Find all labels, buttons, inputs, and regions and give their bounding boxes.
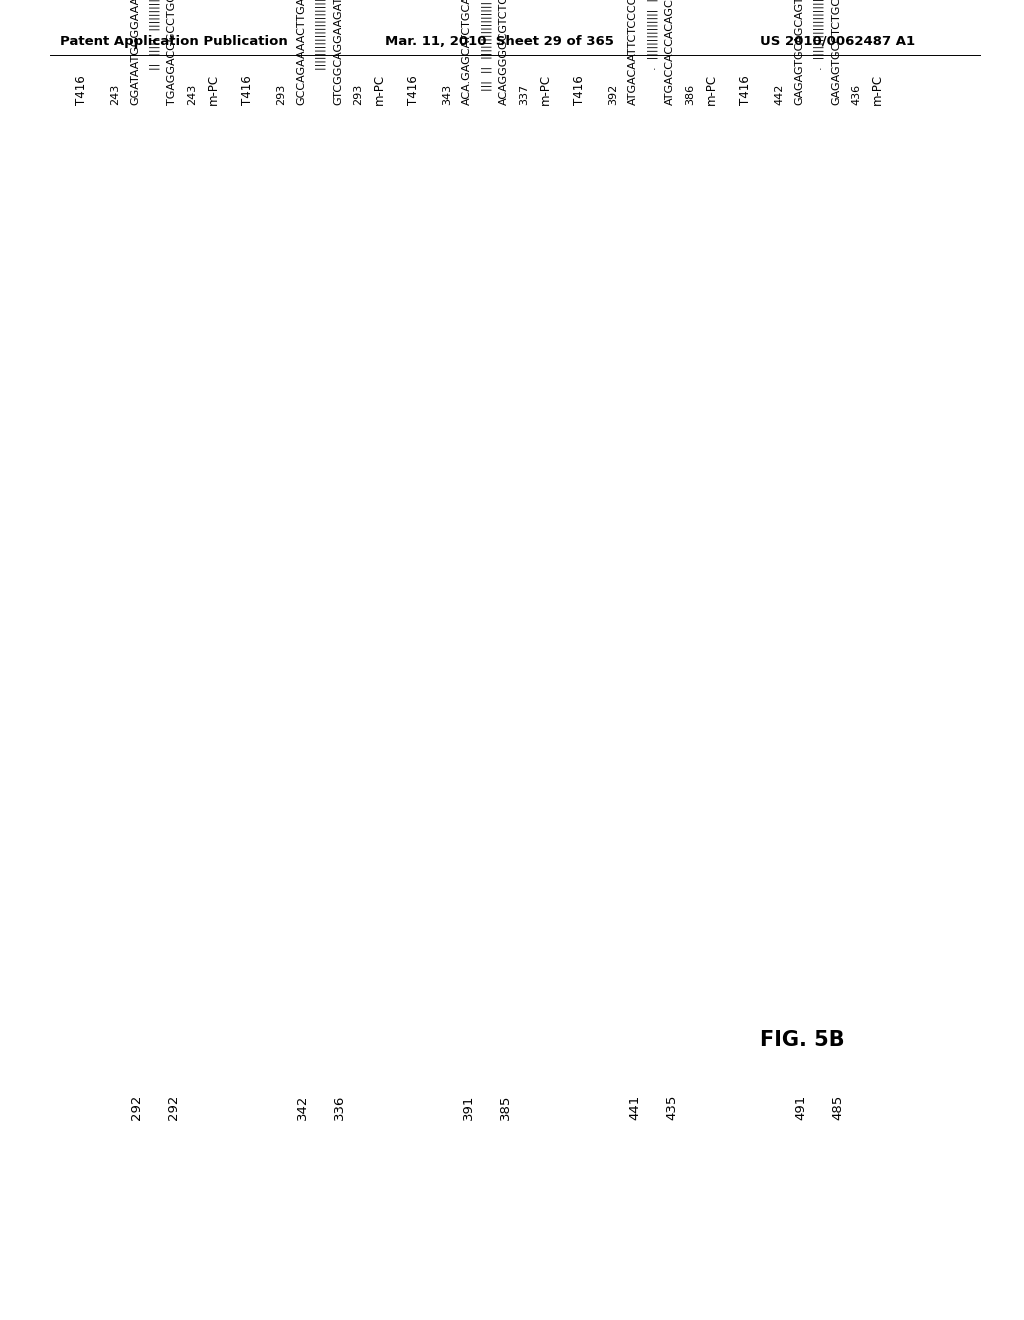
Text: ||  |||||  ||||||||||||  ||  |||  ||  ||: || ||||| |||||||||||| || ||| || || bbox=[150, 0, 161, 106]
Text: 391: 391 bbox=[462, 1096, 475, 1121]
Text: T416: T416 bbox=[739, 75, 752, 106]
Text: 243: 243 bbox=[110, 83, 120, 106]
Text: TGAGGACGGCCTGCTCAGCCGGCTGGATCGGGAGAAGCTAT: TGAGGACGGCCTGCTCAGCCGGCTGGATCGGGAGAAGCTA… bbox=[167, 0, 177, 106]
Text: GCCAGAAAACTTGAACTTTCCATAGAGTTTGATCACTCTACCC: GCCAGAAAACTTGAACTTTCCATAGAGTTTGATCACTCTA… bbox=[296, 0, 306, 106]
Text: GGATAATGGGGAAATCAGCATAGGGGCTACAATTGACCGTGAACTGT: GGATAATGGGGAAATCAGCATAGGGGCTACAATTGACCGT… bbox=[130, 0, 140, 106]
Text: 293: 293 bbox=[353, 83, 362, 106]
Text: 293: 293 bbox=[276, 83, 286, 106]
Text: 343: 343 bbox=[442, 84, 452, 106]
Text: 385: 385 bbox=[499, 1096, 512, 1121]
Text: ACA.GAGCATCTGCAGCTTTCCATATTGAAGTGCTGGATATTA: ACA.GAGCATCTGCAGCTTTCCATATTGAAGTGCTGGATA… bbox=[462, 0, 472, 106]
Text: GAGAGTGCCTCTGCACACACGAATCCCCCTTGGACAGAGCTCTTGACCA: GAGAGTGCCTCTGCACACACGAATCCCCCTTGGACAGAGC… bbox=[831, 0, 841, 106]
Text: Patent Application Publication: Patent Application Publication bbox=[60, 36, 288, 48]
Text: |||  ||  ||||||||||||||||  ||  ||||||||||||: ||| || |||||||||||||||| || |||||||||||| bbox=[482, 0, 493, 106]
Text: T416: T416 bbox=[241, 75, 254, 106]
Text: 337: 337 bbox=[519, 84, 529, 106]
Text: m-PC: m-PC bbox=[871, 74, 884, 106]
Text: .  ||||||||||||||||||||||||||||||||||||: . |||||||||||||||||||||||||||||||||||| bbox=[814, 0, 824, 106]
Text: 243: 243 bbox=[187, 83, 197, 106]
Text: ATGACAATTCTCCCCAGTTTTCAAGATCTCTCATACCTATTGAGATATCT: ATGACAATTCTCCCCAGTTTTCAAGATCTCTCATACCTAT… bbox=[628, 0, 638, 106]
Text: 342: 342 bbox=[296, 1096, 309, 1121]
Text: 386: 386 bbox=[685, 84, 695, 106]
Text: 392: 392 bbox=[608, 83, 618, 106]
Text: T416: T416 bbox=[407, 75, 420, 106]
Text: T416: T416 bbox=[75, 75, 88, 106]
Text: 336: 336 bbox=[333, 1096, 346, 1121]
Text: 485: 485 bbox=[831, 1096, 844, 1121]
Text: 442: 442 bbox=[774, 83, 784, 106]
Text: m-PC: m-PC bbox=[373, 74, 386, 106]
Text: .  ||||||||||||||  ||||||||||||||||||||: . |||||||||||||| |||||||||||||||||||| bbox=[648, 0, 658, 106]
Text: ATGACCACCACAGCCACAGTTTCCCAAAGACGAGCAGGAACTGGAAATCTCA: ATGACCACCACAGCCACAGTTTCCCAAAGACGAGCAGGAA… bbox=[665, 0, 675, 106]
Text: 491: 491 bbox=[794, 1096, 807, 1121]
Text: m-PC: m-PC bbox=[539, 74, 552, 106]
Text: ||||||||||||||||||||||||||||  ||||||||: |||||||||||||||||||||||||||| |||||||| bbox=[316, 0, 327, 106]
Text: GAGAGTGCAGCAGTTGGGACTCGCATTCCCCTGGACAGTGCATTTGATCC: GAGAGTGCAGCAGTTGGGACTCGCATTCCCCTGGACAGTG… bbox=[794, 0, 804, 106]
Text: Mar. 11, 2010  Sheet 29 of 365: Mar. 11, 2010 Sheet 29 of 365 bbox=[385, 36, 613, 48]
Text: US 2010/0062487 A1: US 2010/0062487 A1 bbox=[760, 36, 915, 48]
Text: GTCGGCAGGAAGATCCCTGTCTGGTGTCATTTGACGTG.......CTTGCC: GTCGGCAGGAAGATCCCTGTCTGGTGTCATTTGACGTG..… bbox=[333, 0, 343, 106]
Text: 441: 441 bbox=[628, 1096, 641, 1121]
Text: ACAGGGGGCGTCTGC.TCTAATTCATGTGGAGATTCAGGTGCTAGACATCA: ACAGGGGGCGTCTGC.TCTAATTCATGTGGAGATTCAGGT… bbox=[499, 0, 509, 106]
Text: T416: T416 bbox=[573, 75, 586, 106]
Text: m-PC: m-PC bbox=[207, 74, 220, 106]
Text: FIG. 5B: FIG. 5B bbox=[760, 1030, 845, 1049]
Text: 292: 292 bbox=[130, 1096, 143, 1121]
Text: 435: 435 bbox=[665, 1096, 678, 1121]
Text: 436: 436 bbox=[851, 84, 861, 106]
Text: 292: 292 bbox=[167, 1096, 180, 1121]
Text: m-PC: m-PC bbox=[705, 74, 718, 106]
